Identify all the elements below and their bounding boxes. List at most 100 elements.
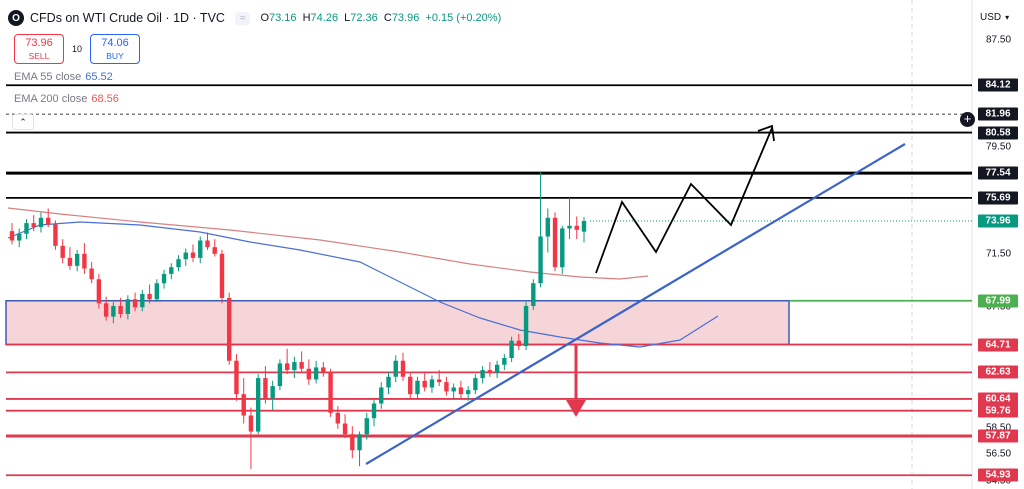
comparison-icon[interactable]: ≈ xyxy=(234,11,251,25)
open-value: 73.16 xyxy=(269,12,297,24)
candle-body xyxy=(212,247,217,254)
level-price-tag: 75.69 xyxy=(978,191,1018,205)
candle-body xyxy=(299,362,304,369)
candle-body xyxy=(379,387,384,404)
axis-tick-label: 67.50 xyxy=(986,301,1012,313)
candle-body xyxy=(465,390,471,395)
candle-body xyxy=(313,367,319,380)
high-key: H xyxy=(302,12,311,24)
candle-body xyxy=(567,225,572,229)
axis-tick-label: 58.50 xyxy=(986,422,1012,434)
candle-body xyxy=(103,303,109,317)
candle-body xyxy=(241,394,246,416)
currency-label: USD xyxy=(980,12,1002,23)
chevron-up-icon[interactable]: ⌃ xyxy=(12,114,34,130)
chevron-down-icon: ▾ xyxy=(1005,13,1010,22)
candle-body xyxy=(581,220,587,232)
candle-body xyxy=(38,217,44,228)
candle-body xyxy=(140,293,145,308)
candle-body xyxy=(183,252,188,260)
candle-body xyxy=(342,423,348,435)
candle-body xyxy=(306,368,312,380)
level-price-tag: 59.76 xyxy=(978,404,1018,418)
candle-body xyxy=(292,362,297,371)
candle-body xyxy=(227,297,232,361)
candle-body xyxy=(147,293,152,300)
level-price-tag: 60.64 xyxy=(978,392,1018,406)
candle-body xyxy=(357,434,362,451)
candle-body xyxy=(74,253,80,266)
candle-body xyxy=(473,378,478,391)
ema55-value: 65.52 xyxy=(85,71,113,83)
candle-body xyxy=(60,245,65,258)
candle-body xyxy=(487,370,493,373)
candle-body xyxy=(161,273,167,284)
candle-body xyxy=(560,228,565,268)
sell-price: 73.96 xyxy=(25,37,53,49)
level-price-tag: 77.54 xyxy=(978,166,1018,180)
candle-body xyxy=(125,299,131,314)
candle-body xyxy=(531,283,536,306)
candle-body xyxy=(538,236,543,284)
candle-body xyxy=(523,305,529,347)
candle-body xyxy=(458,387,464,395)
candle-body xyxy=(9,231,15,241)
candle-body xyxy=(255,378,261,432)
level-price-tag: 54.93 xyxy=(978,468,1018,482)
axis-tick-label: 71.50 xyxy=(986,248,1012,260)
candle-body xyxy=(169,267,174,274)
candle-body xyxy=(111,305,116,317)
current-price-tag: 73.96 xyxy=(978,214,1018,228)
candle-body xyxy=(494,364,500,373)
buy-button[interactable]: 74.06 BUY xyxy=(90,34,141,64)
candle-body xyxy=(263,378,268,399)
indicator-ema200[interactable]: EMA 200 close 68.56 xyxy=(14,93,119,105)
candle-body xyxy=(190,252,196,258)
projection-path xyxy=(595,127,773,274)
candle-body xyxy=(248,415,254,432)
low-value: 72.36 xyxy=(350,12,378,24)
candle-body xyxy=(502,358,507,365)
candle-body xyxy=(219,253,225,298)
close-key: C xyxy=(383,12,392,24)
candle-body xyxy=(277,363,283,387)
level-price-tag: 57.87 xyxy=(978,429,1018,443)
candle-body xyxy=(89,268,94,280)
axis-tick-label: 87.50 xyxy=(986,34,1012,46)
trade-panel: 73.96 SELL 10 74.06 BUY xyxy=(14,34,141,64)
high-value: 74.26 xyxy=(310,12,339,24)
candle-body xyxy=(350,434,355,451)
candle-body xyxy=(284,363,290,371)
candle-body xyxy=(24,223,29,234)
candle-body xyxy=(132,299,138,308)
candle-body xyxy=(574,225,579,230)
candle-body xyxy=(415,380,420,395)
ema55-name: EMA 55 close xyxy=(14,71,82,83)
symbol-title[interactable]: CFDs on WTI Crude Oil · 1D · TVC xyxy=(30,11,225,25)
candle-body xyxy=(408,376,413,395)
candle-body xyxy=(371,403,377,419)
level-price-tag: 80.58 xyxy=(978,126,1018,140)
candle-body xyxy=(17,233,22,241)
candle-body xyxy=(154,283,160,300)
candle-body xyxy=(321,367,326,373)
buy-label: BUY xyxy=(106,51,124,61)
ema200-value: 68.56 xyxy=(91,93,119,105)
candle-body xyxy=(198,240,203,258)
sell-button[interactable]: 73.96 SELL xyxy=(14,34,64,64)
candle-body xyxy=(436,379,442,383)
candle-body xyxy=(509,340,514,359)
axis-tick-label: 79.50 xyxy=(986,141,1012,153)
add-alert-plus-icon[interactable]: + xyxy=(960,112,975,127)
candle-body xyxy=(67,257,73,266)
indicator-ema55[interactable]: EMA 55 close 65.52 xyxy=(14,71,113,83)
candle-body xyxy=(205,240,210,248)
down-arrow-head xyxy=(566,400,586,417)
candle-body xyxy=(53,224,58,246)
ema200-line xyxy=(7,207,649,280)
candle-body xyxy=(328,372,333,413)
axis-tick-label: 56.50 xyxy=(986,448,1012,460)
sell-label: SELL xyxy=(28,51,50,61)
currency-selector[interactable]: USD ▾ xyxy=(980,12,1009,23)
